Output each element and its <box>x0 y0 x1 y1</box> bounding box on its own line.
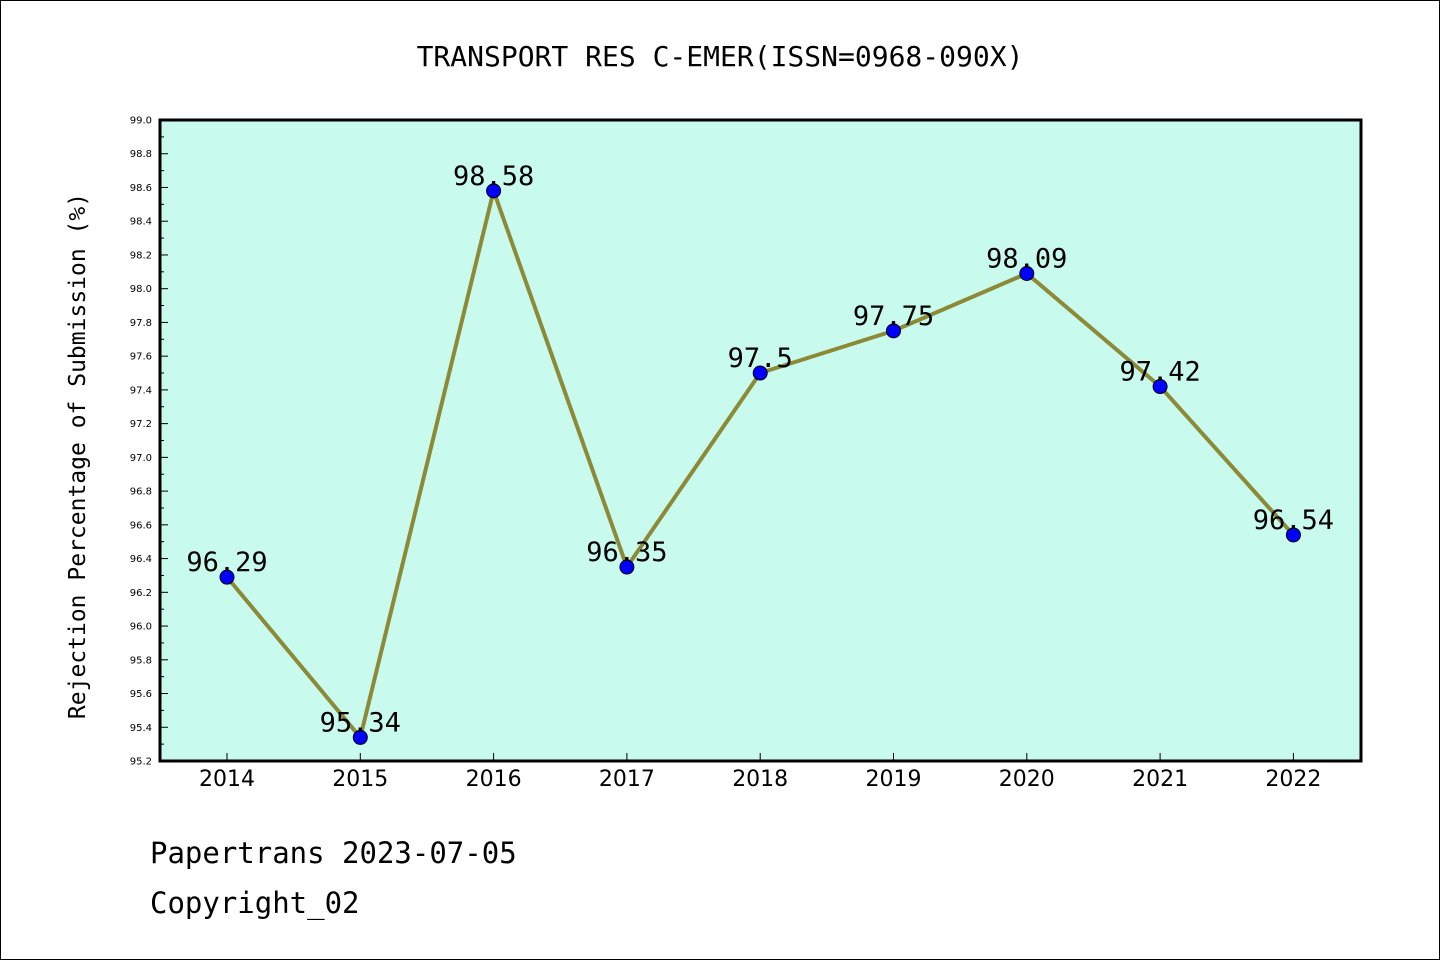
data-label: 96.54 <box>1253 505 1334 536</box>
y-tick-label: 96.6 <box>130 520 152 531</box>
y-tick-label: 98.0 <box>130 284 152 295</box>
y-tick-label: 96.0 <box>130 622 152 633</box>
x-tick-label: 2022 <box>1265 767 1321 792</box>
x-tick-label: 2019 <box>866 767 922 792</box>
y-tick-label: 97.4 <box>130 385 152 396</box>
data-label: 95.34 <box>320 707 401 738</box>
data-label: 97.42 <box>1119 357 1200 388</box>
data-label: 98.58 <box>453 161 534 192</box>
y-axis-ticks: 95.2 95.4 95.6 95.8 96.0 96.2 96.4 96.6 96.8 97.0… <box>130 116 168 768</box>
y-tick-label: 98.2 <box>130 250 152 261</box>
data-label: 97.5 <box>728 343 793 374</box>
y-tick-label: 98.6 <box>130 183 152 194</box>
data-label: 97.75 <box>853 301 934 332</box>
y-tick-label: 97.0 <box>130 453 152 464</box>
y-tick-label: 96.8 <box>130 487 152 498</box>
y-tick-label: 97.6 <box>130 352 152 363</box>
data-point <box>486 183 502 199</box>
chart-title: TRANSPORT RES C-EMER(ISSN=0968-090X) <box>417 40 1024 73</box>
y-tick-label: 96.2 <box>130 588 152 599</box>
y-axis-label: Rejection Percentage of Submission (%) <box>65 193 91 719</box>
y-tick-label: 95.2 <box>130 757 152 768</box>
data-label: 96.35 <box>586 537 667 568</box>
y-tick-label: 98.4 <box>130 217 152 228</box>
data-point <box>1152 379 1168 395</box>
y-tick-label: 95.8 <box>130 655 152 666</box>
x-tick-label: 2021 <box>1132 767 1188 792</box>
data-label: 98.09 <box>986 244 1067 275</box>
x-tick-label: 2020 <box>999 767 1055 792</box>
data-point <box>1285 527 1301 543</box>
data-point <box>352 729 368 745</box>
data-point <box>886 323 901 339</box>
y-tick-label: 97.2 <box>130 419 152 430</box>
x-tick-label: 2016 <box>466 767 522 792</box>
y-tick-label: 96.4 <box>130 554 152 565</box>
x-tick-label: 2018 <box>732 767 788 792</box>
x-tick-label: 2014 <box>199 767 255 792</box>
x-tick-label: 2017 <box>599 767 655 792</box>
data-point <box>752 365 768 381</box>
series-group: 96.29 95.34 98.58 96.35 97.5 97.75 98.09 97.42 9… <box>186 161 1334 745</box>
data-point <box>619 559 635 575</box>
y-tick-label: 97.8 <box>130 318 152 329</box>
data-label: 96.29 <box>186 547 267 578</box>
y-tick-label: 98.8 <box>130 149 152 160</box>
x-axis-ticks: 2014 2015 2016 2017 2018 2019 2020 2021 2022 <box>199 753 1321 792</box>
plot-area <box>158 118 1363 763</box>
x-tick-label: 2015 <box>332 767 388 792</box>
y-tick-label: 95.4 <box>130 723 152 734</box>
y-tick-label: 99.0 <box>130 116 152 127</box>
data-point <box>1019 266 1035 282</box>
footer-copyright: Copyright_02 <box>150 886 360 920</box>
data-point <box>219 569 235 585</box>
y-tick-label: 95.6 <box>130 689 152 700</box>
footer-source: Papertrans 2023-07-05 <box>150 836 517 870</box>
